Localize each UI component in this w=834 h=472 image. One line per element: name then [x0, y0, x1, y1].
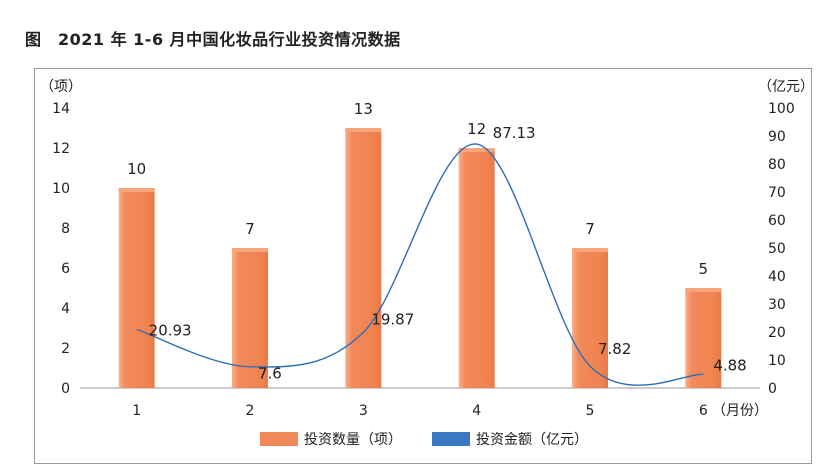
y-right-tick-label: 100 — [768, 101, 795, 117]
line-data-label: 20.93 — [149, 321, 192, 339]
legend-swatch-amount — [432, 432, 470, 446]
bar — [118, 188, 155, 388]
y-left-tick-label: 6 — [61, 261, 70, 277]
y-right-tick-label: 20 — [768, 325, 786, 341]
y-left-tick-label: 12 — [52, 141, 70, 157]
y-right-tick-label: 40 — [768, 269, 786, 285]
y-right-tick-label: 60 — [768, 213, 786, 229]
x-tick-label: 2 — [246, 403, 255, 419]
x-tick-label: 4 — [472, 403, 481, 419]
legend-swatch-count — [260, 432, 298, 446]
y-left-tick-label: 14 — [52, 101, 70, 117]
y-left-tick-label: 2 — [61, 341, 70, 357]
bar-cap — [685, 288, 722, 292]
y-left-tick-label: 0 — [61, 381, 70, 397]
x-tick-label: 1 — [132, 403, 141, 419]
bar — [572, 248, 608, 388]
x-tick-label: 5 — [586, 403, 595, 419]
series-line-amount — [136, 143, 704, 386]
bar-data-label: 7 — [585, 220, 595, 238]
x-axis-label: （月份） — [712, 403, 768, 419]
legend-label-count: 投资数量（项） — [304, 432, 402, 448]
bar-cap — [118, 188, 155, 192]
y-right-axis-label: （亿元） — [758, 79, 814, 95]
legend-label-amount: 投资金额（亿元） — [476, 432, 588, 448]
line-data-label: 87.13 — [493, 124, 536, 142]
bar-data-label: 7 — [245, 220, 255, 238]
line-data-label: 7.82 — [598, 340, 631, 358]
bar — [685, 288, 722, 388]
x-tick-label: 6 — [699, 403, 708, 419]
x-tick-label: 3 — [359, 403, 368, 419]
bar-data-label: 10 — [127, 160, 146, 178]
y-left-tick-label: 10 — [52, 181, 70, 197]
bar — [458, 148, 495, 388]
bar — [345, 128, 382, 388]
line-data-label: 7.6 — [258, 365, 282, 383]
y-right-tick-label: 80 — [768, 157, 786, 173]
y-right-tick-label: 70 — [768, 185, 786, 201]
figure-caption: 图 2021 年 1-6 月中国化妆品行业投资情况数据 — [25, 30, 401, 49]
y-left-tick-label: 4 — [61, 301, 70, 317]
bar-cap — [458, 148, 495, 152]
y-right-tick-label: 90 — [768, 129, 786, 145]
chart-frame — [34, 68, 812, 464]
line-data-label: 4.88 — [713, 356, 746, 374]
bar-data-label: 12 — [467, 120, 486, 138]
y-right-tick-label: 0 — [768, 381, 777, 397]
bar-cap — [345, 128, 382, 132]
bar-cap — [232, 248, 268, 252]
y-right-tick-label: 10 — [768, 353, 786, 369]
bar-data-label: 5 — [699, 260, 709, 278]
bar-cap — [572, 248, 608, 252]
bar — [232, 248, 268, 388]
bar-data-label: 13 — [354, 100, 373, 118]
y-left-tick-label: 8 — [61, 221, 70, 237]
y-right-tick-label: 30 — [768, 297, 786, 313]
y-left-axis-label: （项） — [40, 79, 82, 95]
line-data-label: 19.87 — [371, 310, 414, 328]
y-right-tick-label: 50 — [768, 241, 786, 257]
